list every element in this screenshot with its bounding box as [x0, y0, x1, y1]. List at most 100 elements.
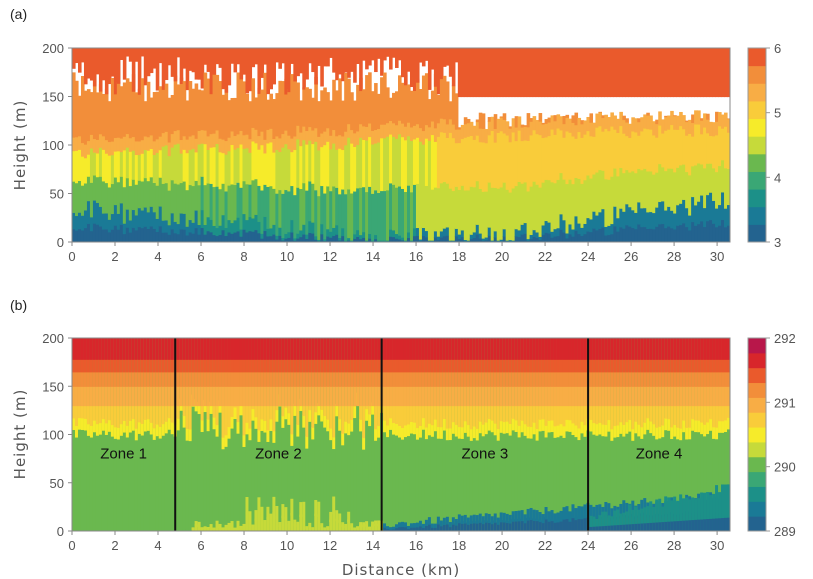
heatmap-cell — [436, 359, 441, 373]
heatmap-cell — [92, 174, 97, 201]
heatmap-cell — [326, 419, 330, 432]
heatmap-cell — [679, 428, 683, 441]
heatmap-cell — [293, 237, 297, 241]
heatmap-cell — [664, 359, 668, 373]
heatmap-cell — [272, 386, 276, 407]
heatmap-cell — [380, 137, 384, 192]
heatmap-cell — [239, 143, 244, 188]
heatmap-cell — [565, 419, 570, 432]
heatmap-cell — [332, 129, 336, 144]
heatmap-cell — [287, 523, 291, 531]
heatmap-cell — [287, 386, 291, 407]
heatmap-cell — [565, 117, 570, 132]
heatmap-cell — [248, 511, 253, 522]
heatmap-cell — [457, 142, 462, 190]
heatmap-cell — [80, 185, 85, 216]
heatmap-cell — [457, 127, 462, 130]
heatmap-cell — [233, 338, 238, 531]
heatmap-cell — [418, 523, 423, 531]
heatmap-cell — [131, 359, 136, 373]
heatmap-cell — [197, 89, 202, 131]
heatmap-cell — [439, 182, 444, 232]
heatmap-cell — [571, 359, 576, 373]
heatmap-cell — [110, 359, 115, 373]
heatmap-cell — [392, 236, 396, 242]
heatmap-cell — [532, 359, 537, 373]
heatmap-cell — [197, 234, 202, 242]
heatmap-cell — [86, 89, 91, 142]
heatmap-cell — [529, 118, 534, 122]
heatmap-cell — [550, 115, 555, 130]
heatmap-cell — [170, 48, 175, 77]
heatmap-cell — [472, 514, 477, 524]
heatmap-cell — [541, 371, 546, 387]
heatmap-cell — [667, 338, 671, 531]
heatmap-cell — [520, 224, 525, 235]
heatmap-cell — [227, 371, 232, 387]
heatmap-cell — [484, 142, 489, 192]
heatmap-cell — [481, 128, 486, 143]
heatmap-cell — [254, 97, 259, 130]
heatmap-cell — [200, 338, 205, 531]
heatmap-cell — [484, 191, 489, 238]
heatmap-cell — [439, 371, 444, 387]
heatmap-cell — [122, 186, 127, 224]
heatmap-cell — [655, 371, 659, 387]
heatmap-cell — [415, 427, 420, 440]
heatmap-cell — [676, 521, 680, 531]
heatmap-cell — [724, 338, 728, 531]
heatmap-cell — [317, 149, 321, 197]
heatmap-cell — [155, 371, 160, 387]
heatmap-cell — [547, 117, 552, 123]
heatmap-cell — [406, 386, 411, 407]
heatmap-cell — [601, 359, 605, 373]
heatmap-cell — [83, 371, 88, 387]
heatmap-cell — [197, 184, 202, 226]
heatmap-cell — [448, 132, 453, 189]
heatmap-cell — [724, 405, 728, 421]
heatmap-cell — [703, 226, 707, 242]
heatmap-cell — [137, 88, 142, 142]
heatmap-cell — [299, 514, 303, 531]
heatmap-cell — [448, 405, 453, 429]
heatmap-cell — [478, 232, 483, 239]
heatmap-cell — [604, 371, 608, 387]
heatmap-cell — [700, 118, 704, 121]
heatmap-cell — [92, 359, 97, 373]
heatmap-cell — [643, 338, 647, 360]
heatmap-cell — [305, 87, 309, 132]
heatmap-cell — [389, 417, 393, 430]
heatmap-cell — [197, 521, 202, 528]
colorbar-segment — [748, 456, 766, 473]
heatmap-cell — [227, 359, 232, 373]
heatmap-cell — [329, 519, 333, 531]
heatmap-cell — [347, 78, 351, 125]
heatmap-cell — [239, 48, 244, 80]
heatmap-cell — [179, 139, 184, 154]
heatmap-cell — [445, 123, 450, 138]
heatmap-cell — [164, 83, 169, 132]
heatmap-cell — [182, 149, 187, 182]
heatmap-cell — [544, 220, 549, 233]
heatmap-cell — [284, 238, 288, 242]
heatmap-cell — [365, 75, 369, 127]
heatmap-cell — [679, 405, 683, 429]
heatmap-cell — [661, 132, 665, 168]
heatmap-cell — [469, 186, 474, 235]
heatmap-cell — [284, 405, 288, 408]
heatmap-cell — [562, 507, 567, 520]
heatmap-cell — [254, 386, 259, 407]
heatmap-cell — [520, 140, 525, 184]
heatmap-cell — [439, 338, 444, 360]
heatmap-cell — [622, 115, 626, 121]
heatmap-cell — [562, 137, 567, 180]
heatmap-cell — [430, 523, 435, 528]
heatmap-cell — [167, 155, 172, 191]
heatmap-cell — [583, 386, 588, 407]
heatmap-cell — [89, 371, 94, 387]
heatmap-cell — [490, 116, 495, 131]
heatmap-cell — [646, 417, 650, 430]
heatmap-cell — [508, 239, 513, 242]
heatmap-cell — [152, 211, 157, 229]
heatmap-cell — [293, 338, 297, 531]
